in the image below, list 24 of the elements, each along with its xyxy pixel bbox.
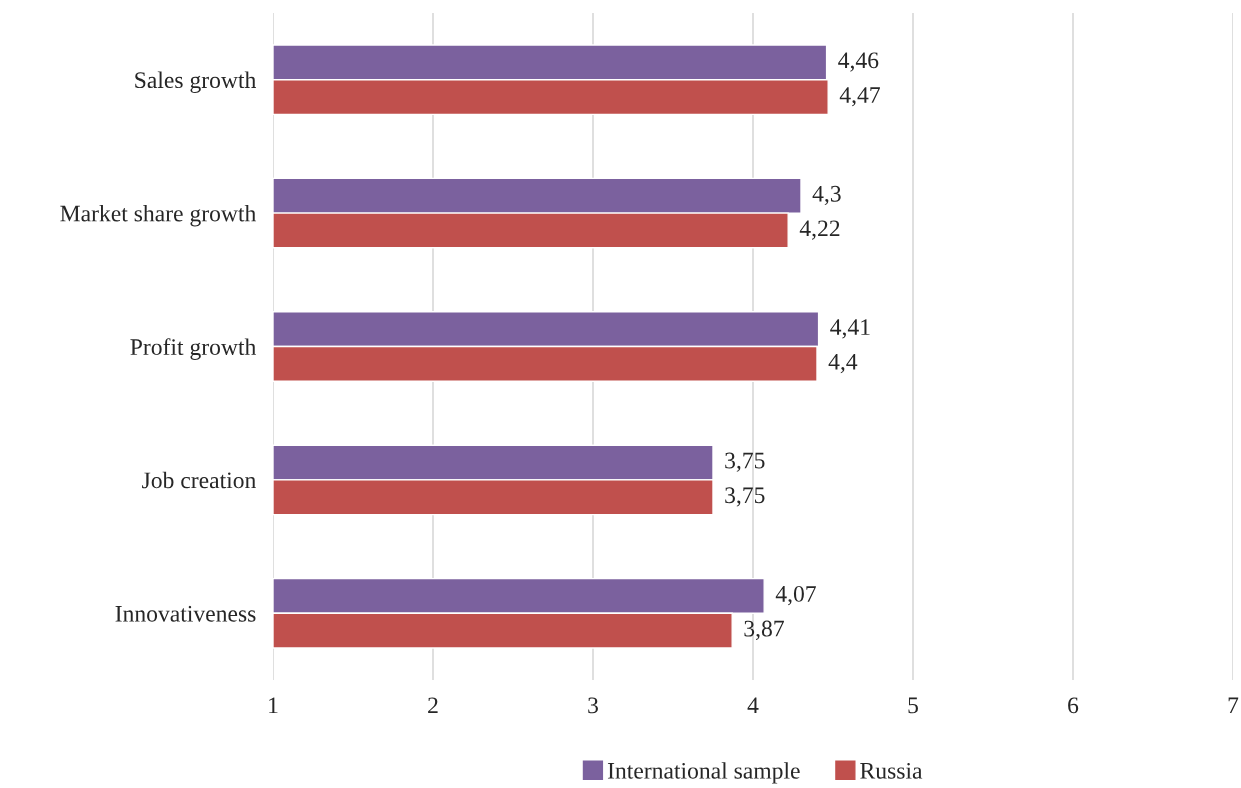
legend-label: International sample bbox=[607, 762, 800, 784]
y-tick-label: Sales growth bbox=[135, 71, 257, 93]
x-tick-label: 5 bbox=[908, 697, 918, 714]
data-label: 4,46 bbox=[838, 52, 879, 72]
data-label: 4,07 bbox=[775, 585, 816, 606]
x-tick-label: 3 bbox=[588, 697, 598, 714]
data-label: 3,75 bbox=[725, 452, 765, 472]
data-label: 3,75 bbox=[725, 487, 765, 507]
legend-label: Russia bbox=[860, 762, 923, 779]
data-label: 3,87 bbox=[744, 620, 784, 640]
y-tick-label: Job creation bbox=[142, 471, 256, 489]
y-tick-label: Market share growth bbox=[60, 204, 257, 227]
data-label: 4,3 bbox=[812, 185, 841, 206]
x-tick-label: 1 bbox=[269, 697, 278, 714]
x-tick-label: 6 bbox=[1068, 697, 1079, 714]
y-tick-label: Innovativeness bbox=[115, 605, 256, 622]
x-tick-label: 7 bbox=[1228, 697, 1239, 714]
data-label: 4,47 bbox=[839, 87, 880, 107]
data-label: 4,4 bbox=[828, 353, 858, 374]
data-label: 4,41 bbox=[830, 319, 870, 339]
y-tick-label: Profit growth bbox=[130, 338, 257, 360]
x-tick-label: 4 bbox=[747, 697, 759, 714]
data-label: 4,22 bbox=[799, 220, 840, 240]
x-tick-label: 2 bbox=[428, 697, 438, 714]
